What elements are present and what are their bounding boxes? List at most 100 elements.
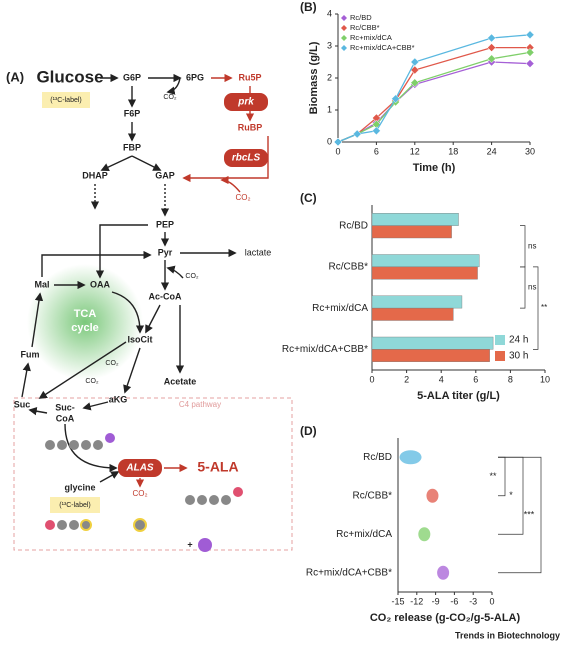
point — [372, 126, 381, 136]
point — [352, 129, 362, 139]
point — [410, 57, 420, 67]
legend-marker — [341, 45, 347, 51]
x-tick-label: -6 — [450, 596, 458, 606]
y-tick-label: 3 — [327, 40, 332, 50]
x-tick-label: 0 — [369, 374, 374, 384]
node-label: GAP — [155, 170, 175, 180]
node-label: PEP — [156, 219, 174, 229]
point — [333, 137, 343, 147]
point — [525, 30, 535, 40]
node-label: CO₂ — [105, 360, 119, 367]
series-line — [337, 51, 531, 143]
series-line — [337, 61, 531, 143]
node-label: + — [187, 539, 192, 549]
y-tick-label: 1 — [327, 104, 332, 114]
node-label: 6PG — [186, 72, 204, 82]
legend-label: 24 h — [509, 335, 528, 346]
node-label: IsoCit — [127, 334, 152, 344]
significance-bracket — [520, 225, 526, 268]
node-label: cycle — [71, 322, 99, 334]
x-tick-label: 24 — [487, 146, 497, 156]
legend-marker — [495, 351, 505, 361]
node-label: Fum — [21, 349, 40, 359]
x-tick-label: -12 — [410, 596, 423, 606]
significance-label: ** — [489, 471, 497, 481]
enzyme-box — [224, 93, 268, 111]
significance-bracket — [498, 456, 542, 574]
violin — [426, 488, 439, 503]
node-label: CO₂ — [85, 378, 99, 385]
x-tick-label: 30 — [525, 146, 535, 156]
y-tick-label: Rc/BD — [339, 220, 368, 231]
node-label: CoA — [56, 413, 75, 423]
legend-marker — [341, 25, 347, 31]
node-label: Mal — [34, 279, 49, 289]
point — [487, 33, 496, 43]
node-label: TCA — [74, 308, 97, 320]
y-axis-title: Biomass (g/L) — [308, 41, 320, 114]
node-label: CO₂ — [163, 94, 177, 101]
panel-label: (C) — [300, 191, 317, 205]
node-label: 5-ALA — [197, 459, 238, 475]
node-label: Suc — [14, 399, 31, 409]
significance-label: ** — [541, 303, 547, 312]
legend-label: 30 h — [509, 351, 528, 362]
y-tick-label: Rc/BD — [363, 452, 392, 463]
node-label: lactate — [245, 247, 272, 257]
significance-label: * — [509, 490, 513, 500]
x-tick-label: 10 — [540, 374, 550, 384]
node-label: C4 pathway — [179, 400, 221, 409]
y-tick-label: Rc+mix/dCA+CBB* — [306, 567, 392, 578]
x-tick-label: 2 — [404, 374, 409, 384]
legend-label: Rc+mix/dCA — [350, 33, 392, 42]
node-label: rbcLS — [232, 153, 261, 164]
diagram-layout — [13, 73, 293, 552]
bar — [371, 349, 490, 362]
x-tick-label: -9 — [432, 596, 440, 606]
significance-bracket — [498, 456, 506, 497]
enzyme-box — [118, 459, 162, 477]
node-label: CO₂ — [235, 193, 250, 202]
node-label: FBP — [123, 142, 141, 152]
footer: Trends in Biotechnology — [455, 630, 560, 640]
y-tick-label: Rc/CBB* — [329, 262, 369, 273]
bar — [371, 336, 494, 350]
bar — [371, 225, 452, 239]
panel-label: (A) — [6, 69, 24, 84]
legend-marker — [341, 15, 347, 21]
point — [410, 78, 420, 88]
significance-label: ns — [528, 283, 536, 292]
y-tick-label: Rc+mix/dCA — [312, 303, 368, 314]
node-label: CO₂ — [132, 489, 147, 498]
point — [487, 43, 496, 52]
x-tick-label: 4 — [439, 374, 444, 384]
significance-bracket — [533, 266, 539, 350]
y-tick-label: 0 — [327, 136, 332, 146]
enzyme-box — [224, 149, 268, 167]
legend-label: Rc/CBB* — [350, 23, 380, 32]
node-label: Ac-CoA — [149, 291, 182, 301]
significance-bracket — [520, 266, 526, 309]
legend-marker — [495, 335, 505, 345]
x-tick-label: 6 — [374, 146, 379, 156]
x-axis-title: Time (h) — [413, 162, 456, 174]
node-label: Ru5P — [238, 72, 261, 82]
y-tick-label: 4 — [327, 8, 332, 18]
y-tick-label: 2 — [327, 72, 332, 82]
x-axis-title: CO₂ release (g-CO₂/g-5-ALA) — [370, 612, 521, 624]
significance-label: ns — [528, 241, 536, 250]
point — [525, 59, 535, 68]
node-label: CO₂ — [185, 273, 199, 280]
legend-marker — [341, 35, 347, 41]
point — [487, 54, 496, 64]
bar — [371, 307, 454, 321]
y-tick-label: Rc+mix/dCA — [336, 529, 392, 540]
node-label: aKG — [109, 394, 128, 404]
node-label: RuBP — [238, 122, 263, 132]
node-label: G6P — [123, 72, 141, 82]
panel-label: (D) — [300, 424, 317, 438]
bar — [371, 254, 480, 268]
node-label: DHAP — [82, 170, 108, 180]
